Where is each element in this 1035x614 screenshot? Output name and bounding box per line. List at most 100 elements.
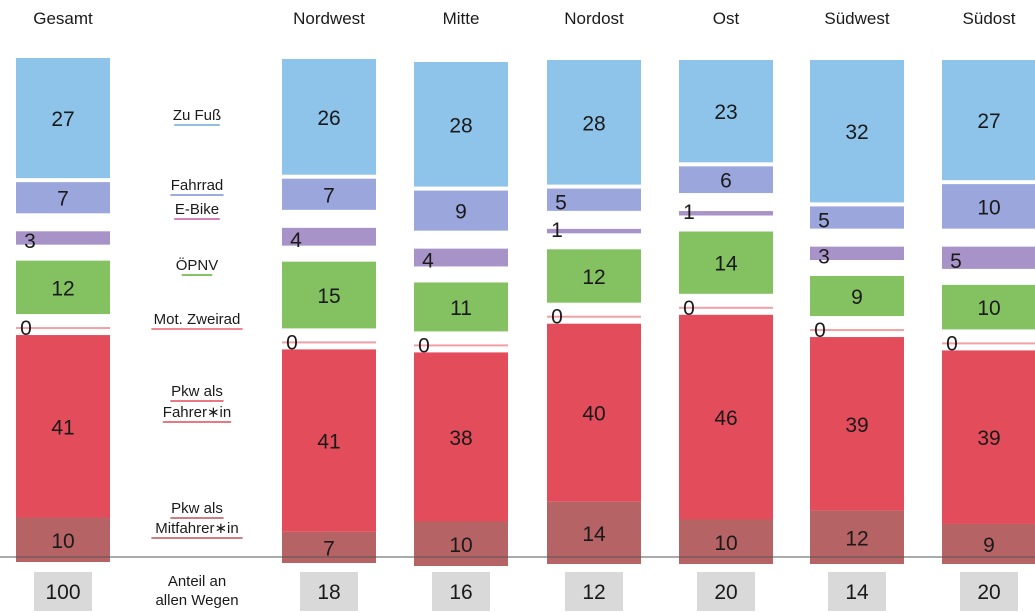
mode-label-pkw-als-fahrer-in-line-1: Pkw als — [171, 383, 223, 400]
bar-segment-mitte-pkw-als-fahrer-in — [414, 352, 508, 522]
value-label-ost-oepnv: 14 — [714, 253, 738, 276]
value-label-nordwest-mot-zweirad: 0 — [286, 331, 298, 354]
bar-segment-gesamt-fahrrad — [16, 182, 110, 214]
value-label-suedost-pkw-als-mitfahrer-in: 9 — [983, 534, 995, 557]
mode-label-e-bike: E-Bike — [175, 201, 219, 218]
share-value-ost: 20 — [714, 581, 737, 604]
share-box-suedost — [960, 572, 1018, 611]
bar-segment-mitte-e-bike — [414, 248, 508, 267]
bar-segment-ost-oepnv — [679, 231, 773, 294]
value-label-mitte-oepnv: 11 — [450, 297, 472, 320]
value-label-suedost-fahrrad: 10 — [977, 196, 1000, 219]
value-label-suedwest-oepnv: 9 — [851, 286, 863, 309]
bar-segment-suedwest-pkw-als-fahrer-in — [810, 337, 904, 511]
bar-segment-gesamt-mot-zweirad — [16, 327, 110, 330]
value-label-ost-pkw-als-mitfahrer-in: 10 — [714, 532, 737, 555]
value-label-mitte-mot-zweirad: 0 — [418, 334, 430, 357]
bar-segment-nordwest-fahrrad — [282, 178, 376, 210]
value-label-mitte-fahrrad: 9 — [455, 201, 467, 224]
bar-segment-mitte-oepnv — [414, 282, 508, 332]
bar-segment-suedwest-mot-zweirad — [810, 329, 904, 332]
value-label-nordost-zu-fuss: 28 — [582, 112, 605, 135]
value-label-ost-e-bike: 1 — [683, 201, 695, 224]
bar-segment-nordost-e-bike — [547, 228, 641, 234]
value-label-ost-fahrrad: 6 — [720, 170, 732, 193]
bar-segment-suedost-mot-zweirad — [942, 342, 1035, 345]
bar-segment-ost-pkw-als-fahrer-in — [679, 314, 773, 520]
value-label-gesamt-fahrrad: 7 — [57, 188, 69, 211]
bar-segment-suedost-oepnv — [942, 284, 1035, 330]
bar-segment-nordwest-oepnv — [282, 261, 376, 329]
value-label-suedost-zu-fuss: 27 — [977, 110, 1000, 133]
bar-segment-nordost-pkw-als-mitfahrer-in — [547, 501, 641, 564]
region-label-suedost: Südost — [963, 9, 1016, 28]
value-label-ost-mot-zweirad: 0 — [683, 297, 695, 320]
bar-segment-nordost-mot-zweirad — [547, 315, 641, 318]
share-value-mitte: 16 — [449, 581, 472, 604]
share-box-ost — [697, 572, 755, 611]
bar-segment-mitte-zu-fuss — [414, 62, 508, 187]
share-value-gesamt: 100 — [45, 581, 80, 604]
value-label-nordost-fahrrad: 5 — [555, 192, 567, 215]
region-label-suedwest: Südwest — [824, 9, 889, 28]
mode-label-fahrrad: Fahrrad — [171, 177, 224, 194]
bar-segment-suedwest-pkw-als-mitfahrer-in — [810, 510, 904, 564]
value-label-ost-zu-fuss: 23 — [714, 101, 737, 124]
value-label-suedost-mot-zweirad: 0 — [946, 332, 958, 355]
value-label-mitte-e-bike: 4 — [422, 250, 434, 273]
share-caption-line-1: Anteil an — [168, 573, 226, 590]
bar-segment-nordost-fahrrad — [547, 188, 641, 211]
mode-label-zu-fuss: Zu Fuß — [173, 107, 221, 124]
share-box-nordost — [565, 572, 623, 611]
region-label-mitte: Mitte — [443, 9, 480, 28]
bar-segment-nordost-oepnv — [547, 249, 641, 303]
bar-segment-suedost-e-bike — [942, 246, 1035, 269]
share-value-nordwest: 18 — [317, 581, 340, 604]
bar-segment-ost-zu-fuss — [679, 60, 773, 163]
mode-label-pkw-als-fahrer-in-line-2: Fahrer∗in — [163, 404, 231, 421]
share-box-nordwest — [300, 572, 358, 611]
bar-segment-suedwest-fahrrad — [810, 206, 904, 229]
value-label-suedwest-fahrrad: 5 — [818, 210, 830, 233]
bar-segment-suedwest-e-bike — [810, 246, 904, 260]
value-label-nordost-pkw-als-mitfahrer-in: 14 — [582, 523, 606, 546]
mode-label-pkw-als-mitfahrer-in-line-1: Pkw als — [171, 500, 223, 517]
mode-label-mot-zweirad: Mot. Zweirad — [154, 311, 241, 328]
value-label-mitte-pkw-als-mitfahrer-in: 10 — [449, 534, 472, 557]
region-label-ost: Ost — [713, 9, 740, 28]
value-label-nordwest-oepnv: 15 — [317, 285, 340, 308]
bar-segment-nordost-zu-fuss — [547, 60, 641, 185]
value-label-nordwest-zu-fuss: 26 — [317, 107, 340, 130]
bar-segment-gesamt-oepnv — [16, 260, 110, 315]
value-label-suedwest-mot-zweirad: 0 — [814, 319, 826, 342]
bar-segment-nordwest-zu-fuss — [282, 59, 376, 175]
bar-segment-suedwest-oepnv — [810, 276, 904, 317]
bar-segment-nordwest-mot-zweirad — [282, 341, 376, 344]
value-label-nordwest-e-bike: 4 — [290, 229, 302, 252]
share-box-suedwest — [828, 572, 886, 611]
value-label-mitte-pkw-als-fahrer-in: 38 — [449, 427, 472, 450]
bar-segment-suedost-zu-fuss — [942, 60, 1035, 181]
value-label-mitte-zu-fuss: 28 — [449, 114, 472, 137]
value-label-gesamt-mot-zweirad: 0 — [20, 317, 32, 340]
value-label-gesamt-zu-fuss: 27 — [51, 108, 74, 131]
value-label-suedost-pkw-als-fahrer-in: 39 — [977, 427, 1000, 450]
bar-segment-nordwest-e-bike — [282, 227, 376, 246]
value-label-nordost-oepnv: 12 — [582, 266, 605, 289]
share-box-mitte — [432, 572, 490, 611]
share-value-nordost: 12 — [582, 581, 605, 604]
bar-segment-suedost-fahrrad — [942, 184, 1035, 229]
value-label-gesamt-pkw-als-fahrer-in: 41 — [51, 416, 74, 439]
region-label-nordost: Nordost — [564, 9, 624, 28]
region-label-nordwest: Nordwest — [293, 9, 365, 28]
bar-segment-mitte-mot-zweirad — [414, 344, 508, 347]
share-box-gesamt — [34, 572, 92, 611]
bar-segment-gesamt-zu-fuss — [16, 58, 110, 179]
value-label-nordwest-fahrrad: 7 — [323, 184, 335, 207]
value-label-nordost-pkw-als-fahrer-in: 40 — [582, 403, 605, 426]
value-label-ost-pkw-als-fahrer-in: 46 — [714, 407, 737, 430]
bar-segment-ost-mot-zweirad — [679, 306, 773, 309]
value-label-suedwest-pkw-als-mitfahrer-in: 12 — [845, 527, 868, 550]
